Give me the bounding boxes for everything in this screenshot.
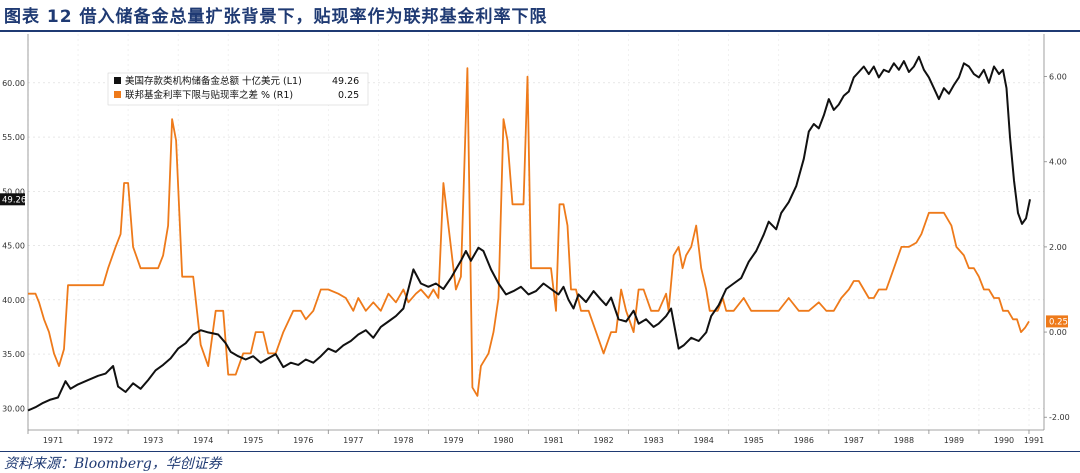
legend: 美国存款类机构储备金总额 十亿美元 (L1) 49.26 联邦基金利率下限与贴现… <box>107 72 369 106</box>
x-tick-label: 1989 <box>944 436 964 445</box>
y-right-tick-label: 6.00 <box>1049 73 1067 82</box>
x-tick-label: 1975 <box>243 436 263 445</box>
y-left-tick-label: 60.00 <box>2 79 25 88</box>
y-right-tick-label: -2.00 <box>1049 413 1070 422</box>
x-tick-label: 1981 <box>543 436 563 445</box>
x-tick-label: 1988 <box>894 436 914 445</box>
y-left-tick-label: 30.00 <box>2 404 25 413</box>
title-rule <box>0 30 1080 32</box>
legend-label-reserves: 美国存款类机构储备金总额 十亿美元 (L1) <box>125 75 302 87</box>
y-right-tick-label: 0.00 <box>1049 328 1067 337</box>
x-tick-label: 1978 <box>393 436 413 445</box>
y-left-tick-label: 35.00 <box>2 350 25 359</box>
series-line-fed-funds-minus-discount-rate <box>28 67 1030 397</box>
x-tick-label: 1979 <box>443 436 463 445</box>
x-tick-label: 1973 <box>143 436 163 445</box>
x-tick-label: 1983 <box>643 436 663 445</box>
legend-value-reserves: 49.26 <box>332 76 359 87</box>
x-tick-label: 1985 <box>744 436 764 445</box>
x-tick-label: 1984 <box>693 436 713 445</box>
y-right-tick-label: 2.00 <box>1049 243 1067 252</box>
y-left-tick-label: 50.00 <box>2 187 25 196</box>
x-tick-label: 1977 <box>343 436 363 445</box>
x-axis: 1971 1972 1973 1974 1975 1976 1977 1978 1979 1980… <box>27 429 1044 445</box>
line-chart: 30.00 35.00 40.00 45.00 50.00 55.00 60.00 -2.0… <box>0 34 1080 450</box>
y-axis-left: 30.00 35.00 40.00 45.00 50.00 55.00 60.00 <box>2 34 29 430</box>
y-axis-right: -2.00 0.00 2.00 4.00 6.00 <box>1043 34 1070 430</box>
legend-swatch-reserves <box>114 77 121 84</box>
y-right-tick-label: 4.00 <box>1049 158 1067 167</box>
last-value-tag-right: 0.25 <box>1046 315 1068 328</box>
x-tick-label: 1976 <box>293 436 313 445</box>
bottom-rule <box>0 451 1080 452</box>
svg-text:0.25: 0.25 <box>1049 317 1068 327</box>
last-value-tag-left: 49.26 <box>0 193 26 206</box>
y-left-tick-label: 45.00 <box>2 242 25 251</box>
x-tick-label: 1982 <box>593 436 613 445</box>
grid-lines <box>27 34 1044 430</box>
y-left-tick-label: 40.00 <box>2 296 25 305</box>
x-tick-label: 1987 <box>844 436 864 445</box>
x-tick-label: 1986 <box>794 436 814 445</box>
x-tick-label: 1974 <box>193 436 213 445</box>
legend-box <box>107 72 369 106</box>
x-tick-label: 1971 <box>43 436 63 445</box>
chart-title: 图表 12 借入储备金总量扩张背景下，贴现率作为联邦基金利率下限 <box>4 7 548 27</box>
svg-text:49.26: 49.26 <box>2 195 26 205</box>
x-tick-label: 1972 <box>93 436 113 445</box>
x-tick-label: 1990 <box>994 436 1014 445</box>
y-left-tick-label: 55.00 <box>2 133 25 142</box>
series-line-reserves-total <box>27 55 1031 412</box>
x-tick-label: 1980 <box>493 436 513 445</box>
legend-swatch-rate-spread <box>114 91 121 98</box>
x-tick-label: 1991 <box>1024 436 1044 445</box>
source-note: 资料来源：Bloomberg，华创证券 <box>4 456 222 472</box>
legend-value-rate-spread: 0.25 <box>338 90 359 101</box>
legend-label-rate-spread: 联邦基金利率下限与贴现率之差 % (R1) <box>125 89 293 101</box>
